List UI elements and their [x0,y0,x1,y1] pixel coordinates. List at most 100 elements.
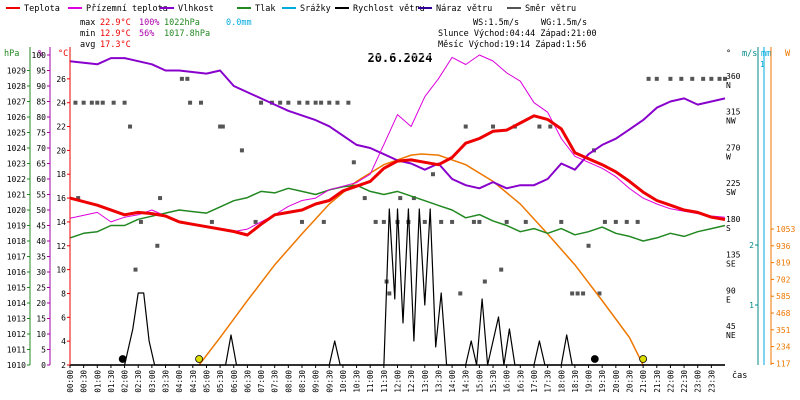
percent-tick-label: 30 [36,268,46,277]
wind-direction-point [239,148,244,153]
stat-max-hum: 100% [139,18,159,28]
solar-tick-label: 234 [776,343,791,352]
solar-tick-label: 117 [776,359,791,368]
temperature-tick-label: 8 [61,289,66,298]
pressure-tick-label: 1026 [7,113,26,122]
x-tick-label: 18:00 [557,370,566,393]
x-tick-label: 04:00 [175,370,184,393]
solar-tick-label: 1053 [776,225,795,234]
wind-direction-point [89,100,94,105]
wind-direction-point [463,124,468,129]
wind-direction-point [335,100,340,105]
wind-dir-tick-direction: NE [726,331,736,340]
solar-tick-label: 936 [776,242,791,251]
x-tick-label: 20:00 [612,370,621,393]
x-tick-label: 07:30 [271,370,280,393]
wind-direction-point [362,196,367,201]
plot-area [69,54,727,366]
pressure-tick-label: 1016 [7,268,26,277]
wind-dir-tick-label: 180 [726,215,741,224]
x-tick-label: 21:30 [653,370,662,393]
wind-direction-point [387,291,392,296]
stat-avg-temp: 17.3°C [100,40,131,50]
x-tick-label: 01:00 [93,370,102,393]
percent-tick-label: 35 [36,253,46,262]
temperature-tick-label: 6 [61,313,66,322]
wind-direction-point [482,279,487,284]
wind-direction-point [122,100,127,105]
x-tick-label: 05:00 [202,370,211,393]
temperature-tick-label: 22 [56,123,66,132]
wind-direction-point [398,196,403,201]
sunrise-marker [195,355,203,363]
chart-title: 20.6.2024 [367,51,432,65]
wind-direction-point [458,291,463,296]
percent-tick-label: 40 [36,237,46,246]
percent-tick-label: 50 [36,206,46,215]
percent-tick-label: 95 [36,67,46,76]
wind-direction-point [581,291,586,296]
percent-tick-label: 100 [32,51,47,60]
wind-direction-point [259,100,264,105]
solar-tick-label: 702 [776,275,791,284]
legend-label: Náraz větru [436,4,492,14]
x-tick-label: 02:00 [121,370,130,393]
pressure-tick-label: 1014 [7,299,26,308]
x-tick-label: 00:30 [80,370,89,393]
wind-direction-point [602,219,607,224]
sunset-marker [639,355,648,363]
wind-direction-point [430,172,435,177]
x-tick-label: 09:00 [312,370,321,393]
wind-direction-point [668,76,673,81]
pressure-line [69,184,726,242]
temperature-tick-label: 16 [56,194,66,203]
wind-direction-point [313,100,318,105]
wind-direction-point [286,100,291,105]
temperature-tick-label: 12 [56,242,66,251]
wind-direction-point [570,291,575,296]
stat-max-press: 1022hPa [164,18,200,28]
legend-label: Teplota [24,4,60,14]
wind-dir-tick-label: 135 [726,251,741,260]
wind-direction-point [471,219,476,224]
percent-tick-label: 55 [36,191,46,200]
wind-direction-point [155,243,160,248]
solar-axis-label: W [785,49,791,59]
stats-panel: max 22.9°C 100% 1022hPa 0.0mm min 12.9°C… [80,18,597,50]
wind-direction-point [523,219,528,224]
pressure-tick-label: 1018 [7,237,26,246]
wind-direction-point [504,219,509,224]
stat-wg: WG:1.5m/s [541,18,587,28]
legend-label: Rychlost větru [353,4,425,14]
wind-dir-tick-direction: SW [726,188,736,197]
stat-max-rain: 0.0mm [226,18,252,28]
sun-curve [198,153,644,366]
x-tick-label: 06:00 [230,370,239,393]
wind-direction-point [218,124,223,129]
temperature-tick-label: 14 [56,218,66,227]
moonset-marker [118,355,127,363]
pressure-axis-label: hPa [4,49,19,59]
wind-direction-point [701,76,706,81]
pressure-tick-label: 1019 [7,222,26,231]
x-tick-label: 11:30 [380,370,389,393]
wind-dir-tick-direction: N [726,81,731,90]
wind-direction-point [624,219,629,224]
wind-direction-point [138,219,143,224]
temperature-tick-label: 18 [56,170,66,179]
wind-direction-point [411,196,416,201]
percent-tick-label: 10 [36,330,46,339]
stat-max-temp: 22.9°C [100,18,131,28]
wind-direction-point [111,100,116,105]
x-tick-label: 21:00 [639,370,648,393]
pressure-tick-label: 1024 [7,144,26,153]
solar-tick-label: 351 [776,326,791,335]
wind-direction-point [133,267,138,272]
x-tick-label: 03:00 [148,370,157,393]
x-tick-label: 01:30 [107,370,116,393]
x-tick-label: 14:00 [448,370,457,393]
percent-tick-label: 25 [36,284,46,293]
pressure-tick-label: 1012 [7,330,26,339]
wind-direction-point [100,100,105,105]
